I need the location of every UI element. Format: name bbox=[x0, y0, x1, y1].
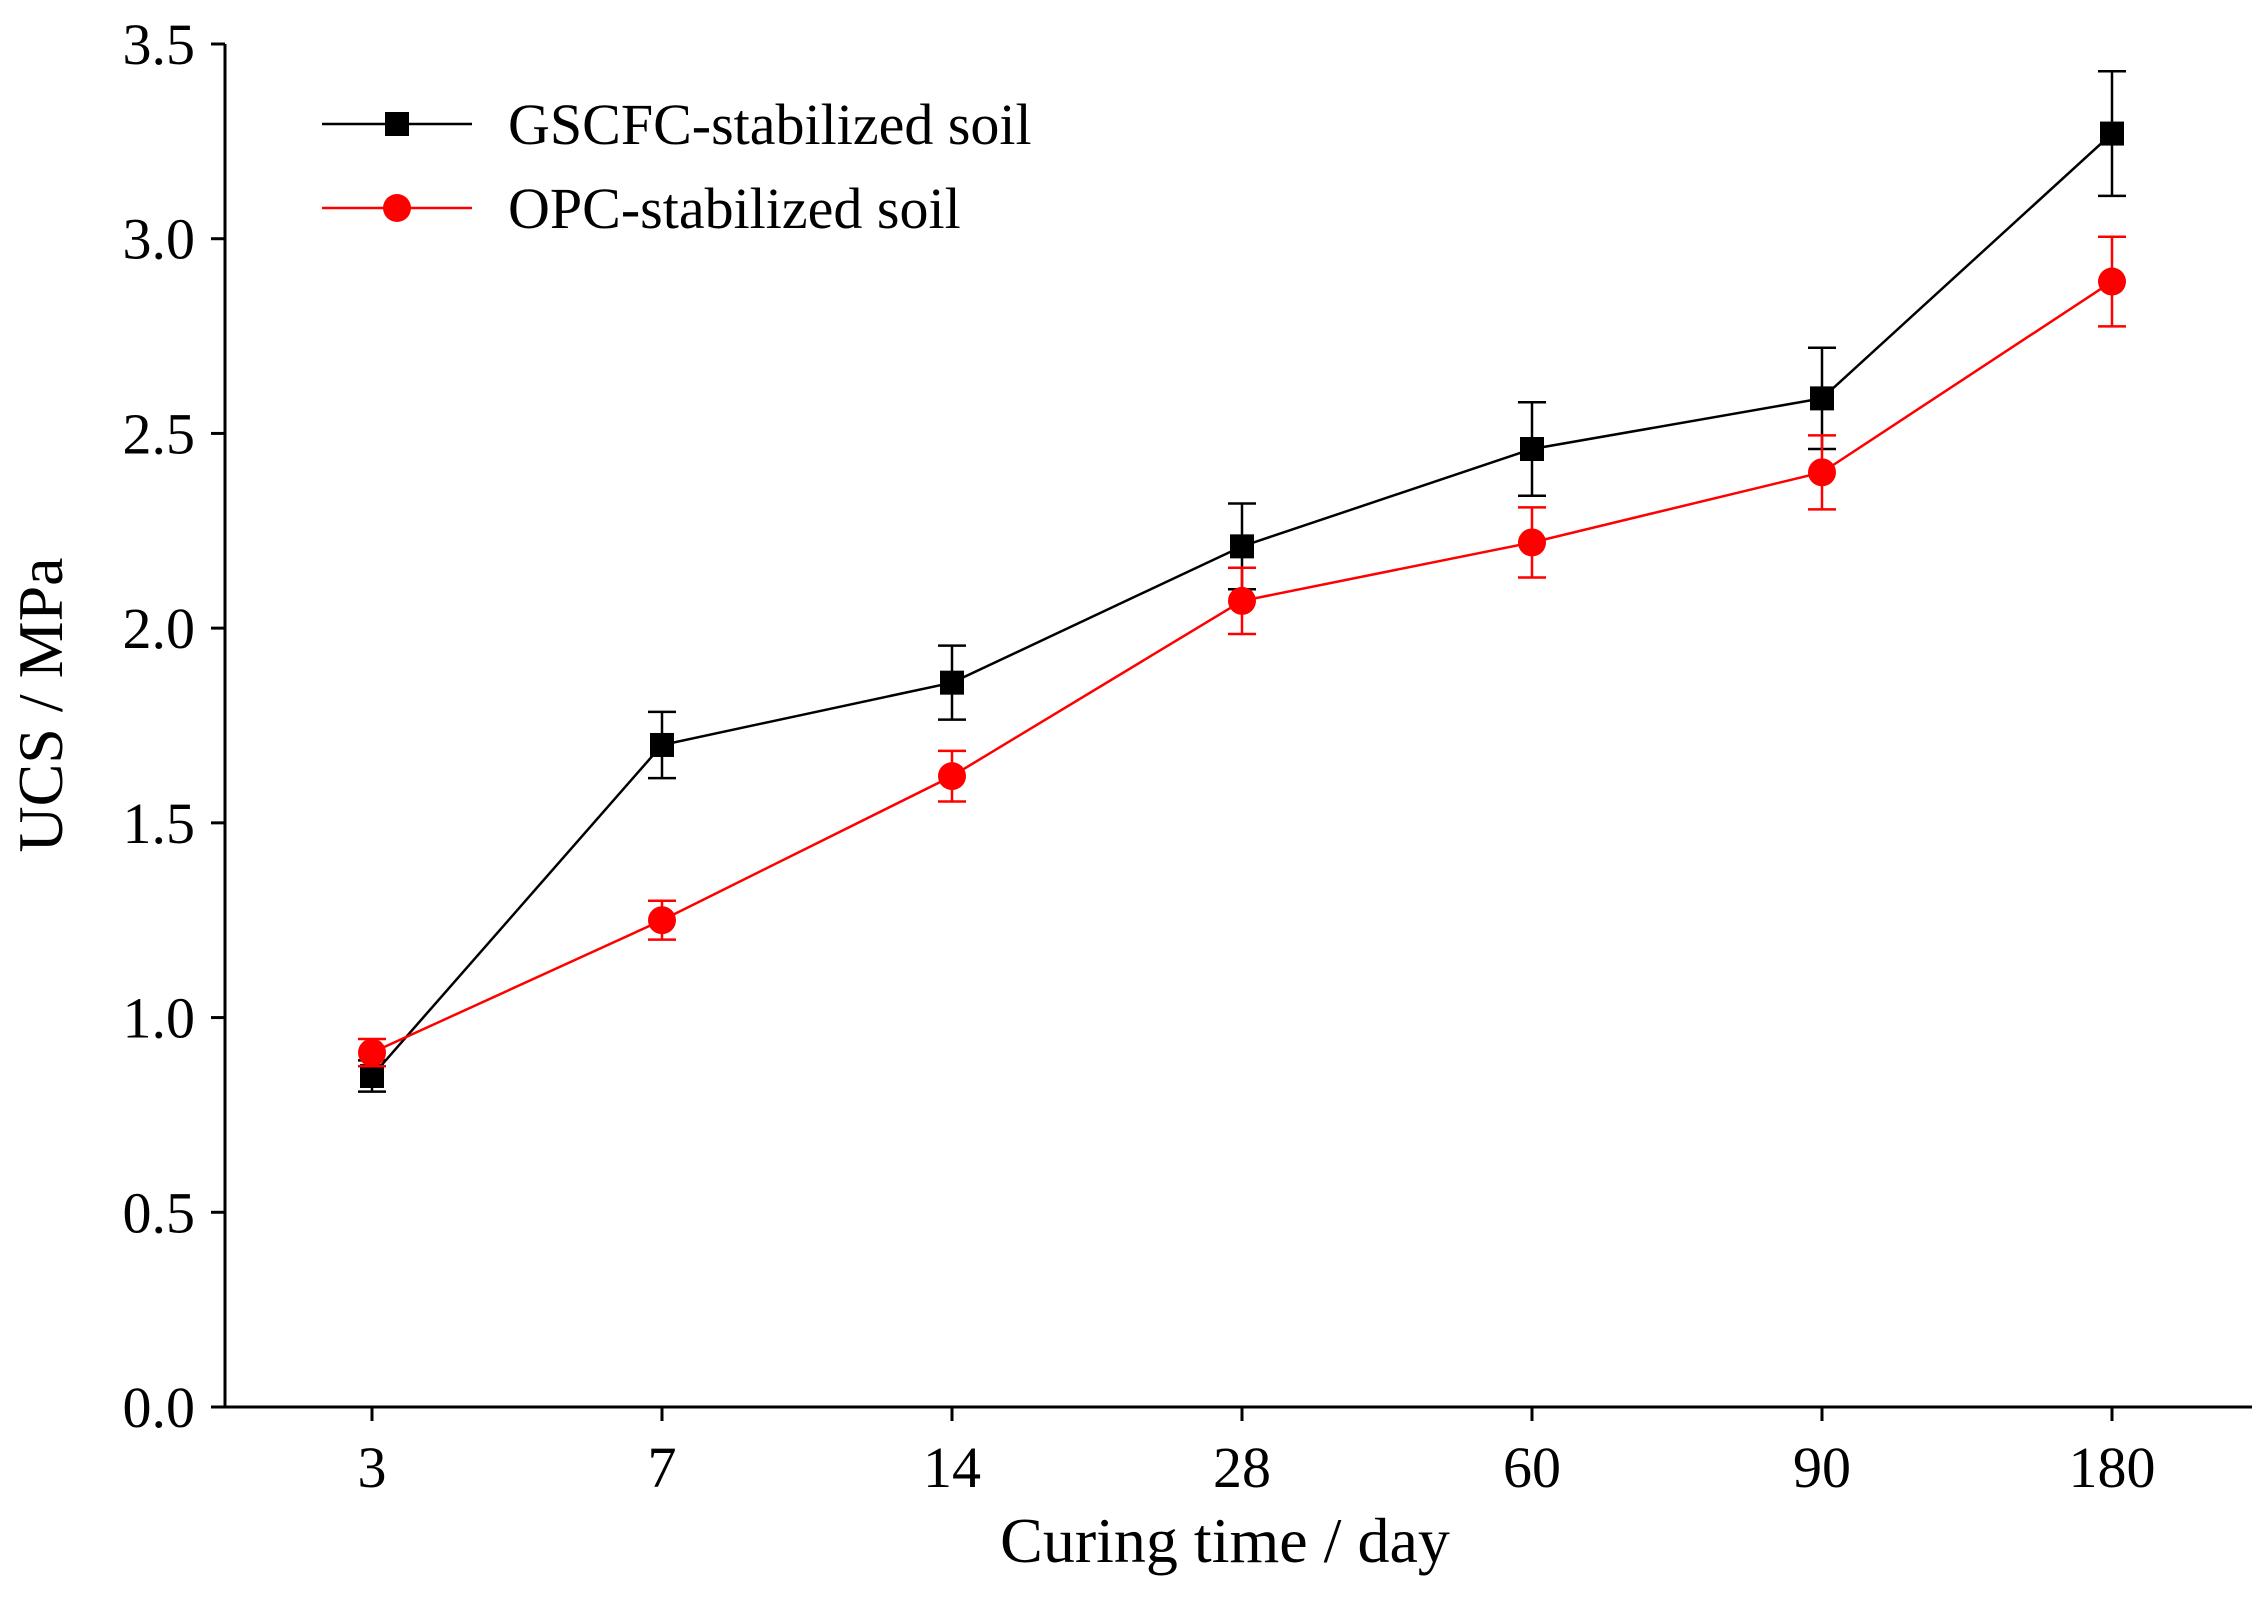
y-axis-title: UCS / MPa bbox=[5, 557, 76, 852]
data-point-square bbox=[1230, 534, 1254, 559]
data-point-circle bbox=[358, 1038, 386, 1067]
series-line bbox=[371, 280, 2113, 1054]
data-point-square bbox=[1520, 437, 1544, 462]
x-tick-label: 3 bbox=[358, 1435, 387, 1500]
y-tick-label: 1.5 bbox=[123, 791, 196, 856]
data-point-circle bbox=[2098, 267, 2126, 296]
legend-item: OPC-stabilized soil bbox=[322, 176, 961, 241]
data-point-circle bbox=[1518, 528, 1546, 557]
legend-label: OPC-stabilized soil bbox=[508, 176, 961, 241]
x-tick-label: 180 bbox=[2069, 1435, 2156, 1500]
legend-label: GSCFC-stabilized soil bbox=[508, 92, 1032, 157]
x-axis-title: Curing time / day bbox=[1000, 1505, 1450, 1576]
x-tick-label: 7 bbox=[648, 1435, 677, 1500]
data-point-square bbox=[2100, 121, 2124, 146]
series-gscfc bbox=[358, 70, 2126, 1093]
x-tick-label: 60 bbox=[1503, 1435, 1561, 1500]
series-layer bbox=[358, 70, 2126, 1093]
x-tick-label: 90 bbox=[1793, 1435, 1851, 1500]
data-point-circle bbox=[1808, 458, 1836, 487]
y-tick-label: 3.5 bbox=[123, 12, 196, 77]
data-point-square bbox=[650, 732, 674, 757]
legend-item: GSCFC-stabilized soil bbox=[322, 92, 1032, 157]
y-tick-label: 3.0 bbox=[123, 207, 196, 272]
legend: GSCFC-stabilized soil OPC-stabilized soil bbox=[322, 92, 1032, 241]
y-tick-label: 2.5 bbox=[123, 401, 196, 466]
data-point-circle bbox=[1228, 586, 1256, 615]
data-point-square bbox=[1810, 386, 1834, 411]
legend-marker-square bbox=[385, 112, 409, 136]
y-tick-label: 0.0 bbox=[123, 1375, 196, 1440]
series-opc bbox=[358, 235, 2126, 1068]
x-tick-label: 14 bbox=[923, 1435, 981, 1500]
legend-marker-circle bbox=[383, 194, 411, 222]
y-tick-label: 2.0 bbox=[123, 596, 196, 661]
y-tick-label: 0.5 bbox=[123, 1180, 196, 1245]
data-point-square bbox=[940, 670, 964, 695]
y-tick-label: 1.0 bbox=[123, 986, 196, 1051]
data-point-circle bbox=[648, 906, 676, 935]
data-point-circle bbox=[938, 762, 966, 791]
axes: 0.0 0.5 1.0 1.5 2.0 2.5 3.0 3.5 3 7 14 28 60 90 180 bbox=[123, 12, 2252, 1500]
data-point-square bbox=[360, 1063, 384, 1088]
x-tick-label: 28 bbox=[1213, 1435, 1271, 1500]
